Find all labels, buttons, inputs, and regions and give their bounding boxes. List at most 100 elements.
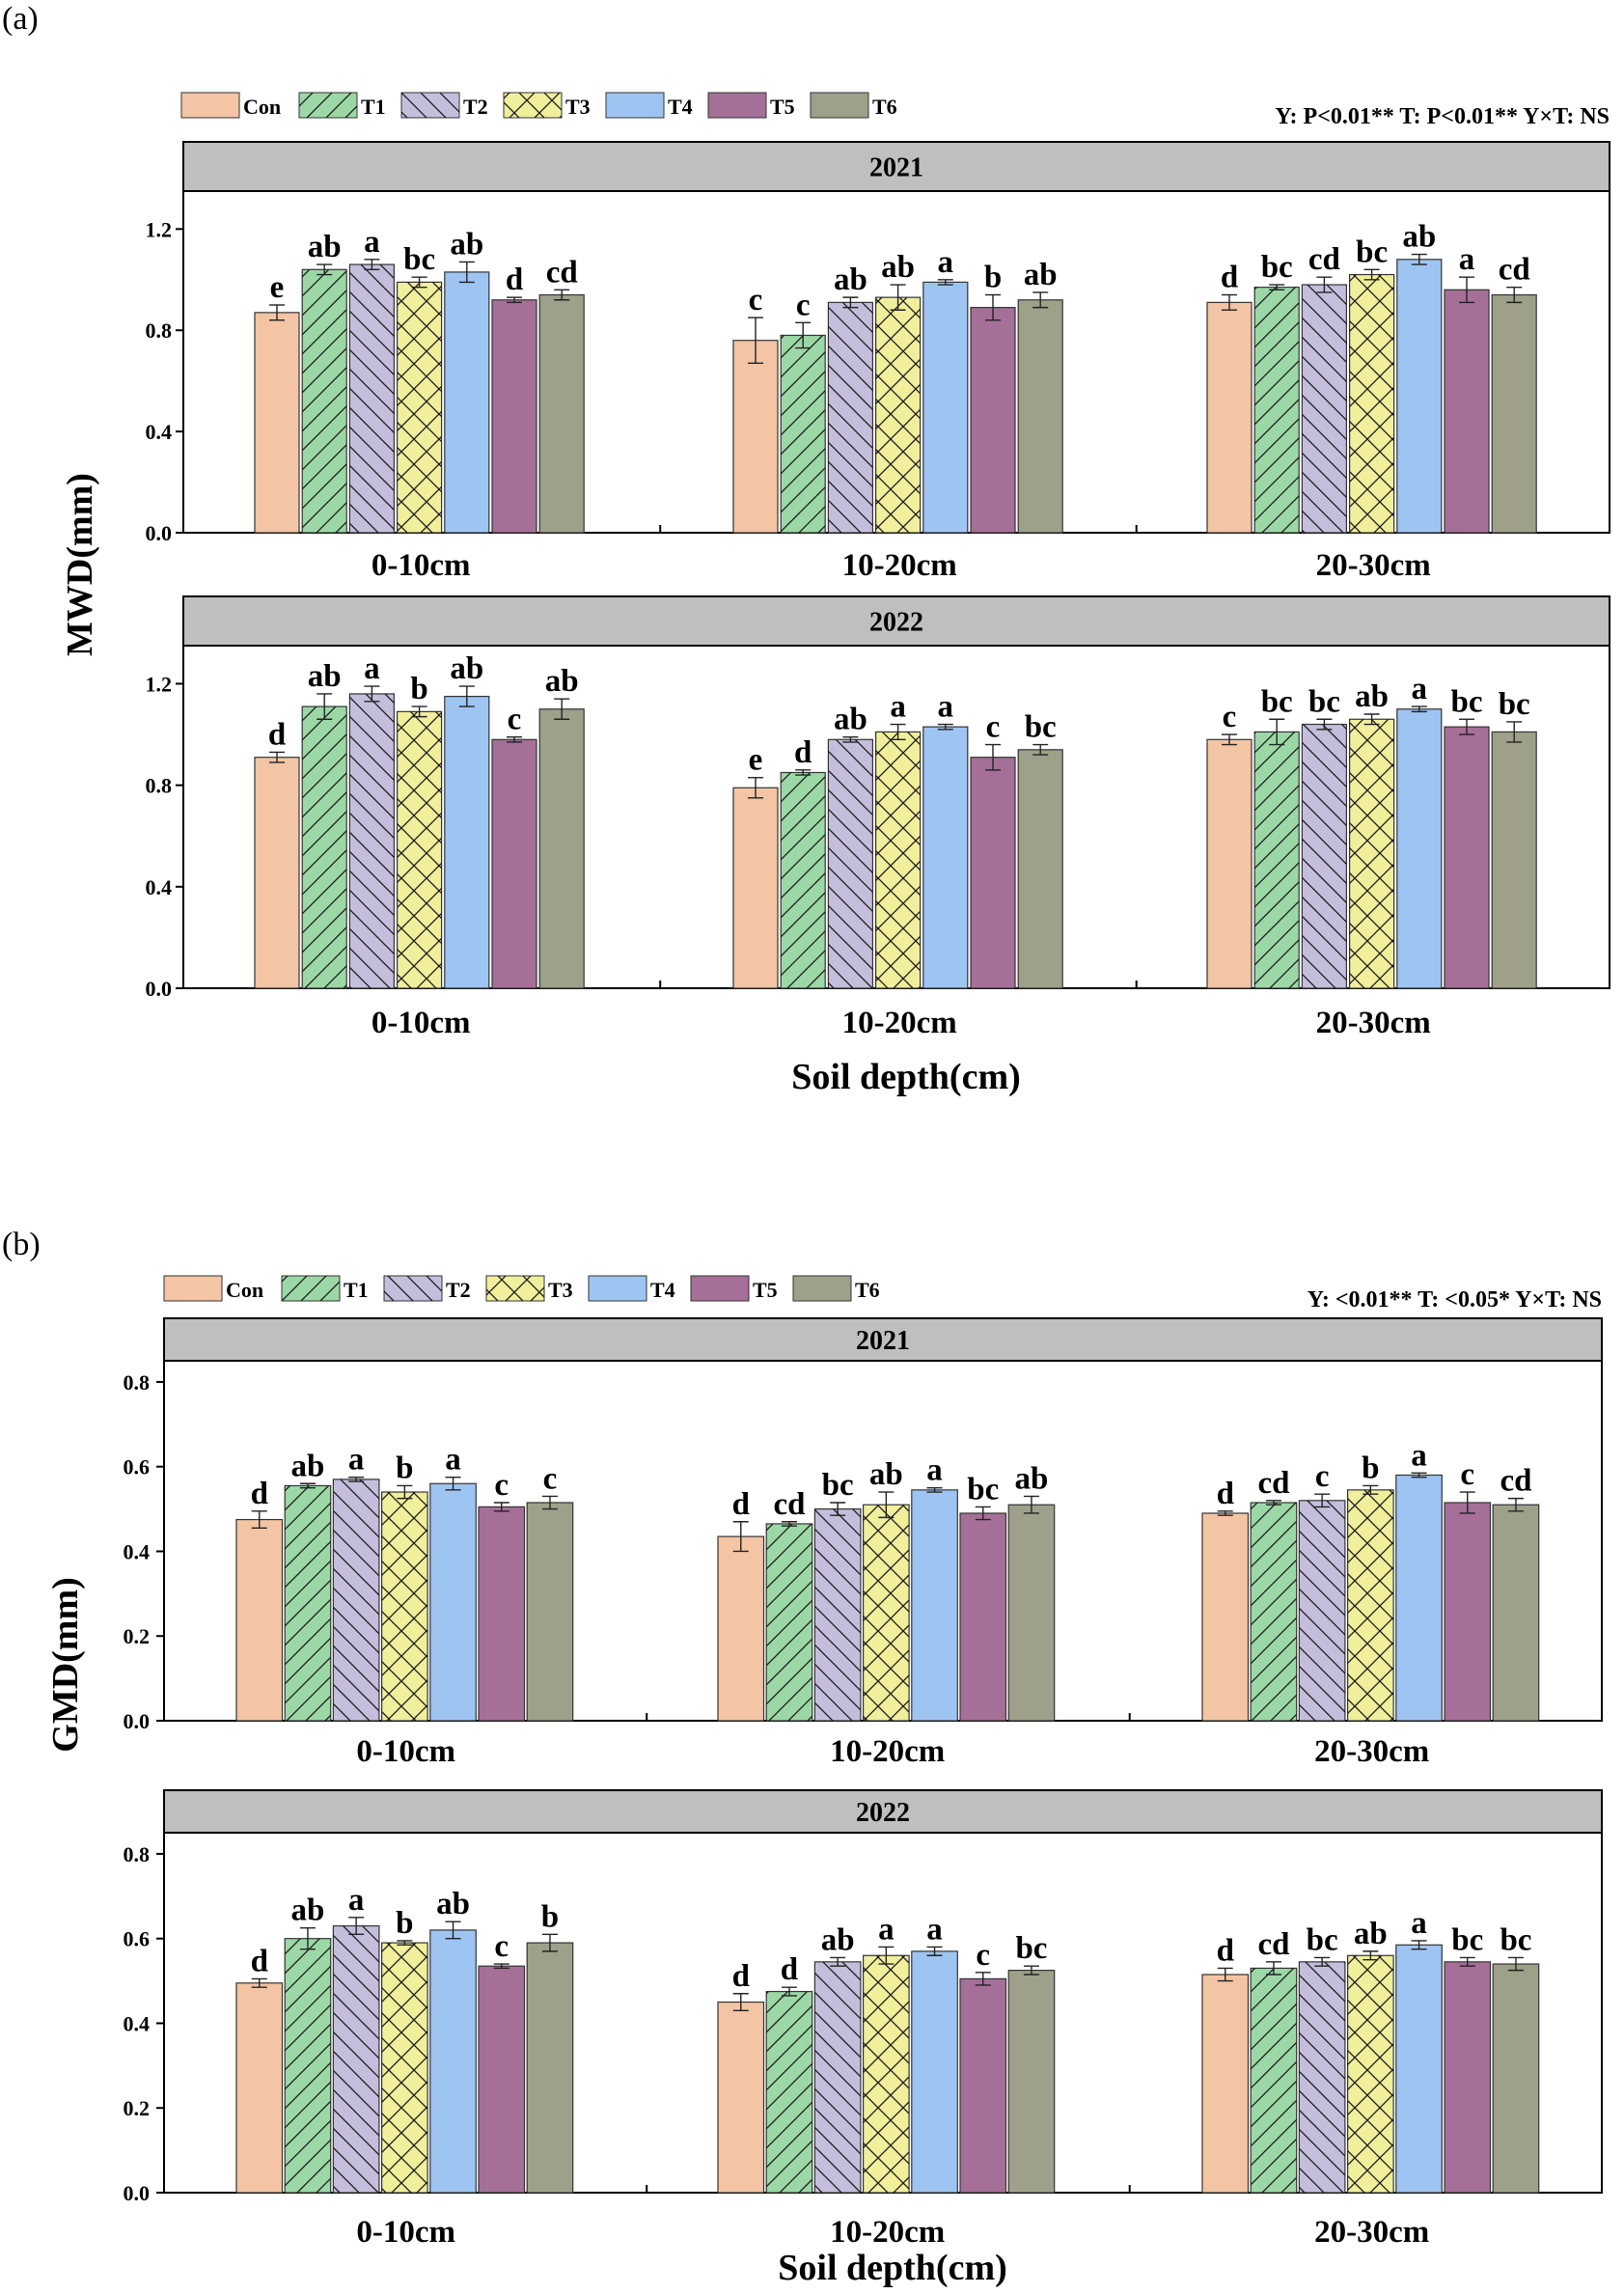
significance-letter: ab [436, 1887, 470, 1921]
legend-label: T6 [872, 95, 897, 119]
bar-hatch-t3 [1347, 1489, 1394, 1721]
significance-letter: c [986, 710, 1001, 745]
y-axis-title: MWD(mm) [60, 473, 100, 656]
legend-swatch [588, 1275, 647, 1302]
legend-swatch [792, 1275, 852, 1302]
bar-con [235, 1518, 284, 1722]
significance-letter: ab [834, 263, 867, 297]
bar-t6 [1017, 749, 1063, 989]
bar-group-20-30cm: d bc cd bc aba cd [1206, 220, 1537, 534]
legend-item-t6: T6 [792, 1275, 880, 1302]
legend-label: T5 [753, 1278, 778, 1302]
bar-con [254, 757, 300, 989]
significance-letter: ab [308, 230, 342, 264]
y-tick-label: 0.8 [146, 774, 173, 798]
significance-letter: c [494, 1929, 509, 1964]
significance-letter: a [1411, 1906, 1427, 1941]
x-axis-title: Soil depth(cm) [778, 2248, 1007, 2288]
bar-t6 [526, 1942, 574, 2194]
legend-label: T3 [565, 95, 591, 119]
bar-hatch-t3 [381, 1943, 428, 2193]
y-tick-label: 1.2 [146, 217, 173, 241]
significance-letter: ab [291, 1893, 325, 1928]
significance-letter: c [976, 1938, 990, 1973]
bar-hatch-t2 [814, 1508, 861, 1721]
significance-letter: ab [1355, 679, 1389, 714]
bar-con [1201, 1974, 1250, 2194]
x-category-label: 20-30cm [1314, 1734, 1429, 1769]
significance-letter: cd [546, 255, 578, 290]
legend-item-t1: T1 [298, 92, 386, 119]
significance-letter: d [251, 1477, 268, 1511]
bar-hatch-t3 [1349, 274, 1394, 533]
significance-letter: a [348, 1883, 365, 1918]
bar-t6 [538, 293, 585, 534]
significance-letter: b [541, 1899, 559, 1934]
x-category-label: 0-10cm [372, 1006, 471, 1040]
bar-con [254, 312, 300, 534]
significance-letter: ab [869, 1457, 903, 1492]
significance-letter: cd [1257, 1927, 1289, 1962]
legend-swatch [810, 92, 869, 119]
bar-t6 [1007, 1504, 1056, 1722]
bar-hatch-t1 [781, 772, 826, 988]
x-category-label: 20-30cm [1316, 1006, 1431, 1040]
legend-item-t3: T3 [503, 92, 591, 119]
legend-swatch-hatch [282, 1276, 340, 1301]
significance-letter: c [508, 703, 522, 737]
bar-hatch-t3 [1349, 719, 1394, 988]
y-tick-label: 0.0 [146, 977, 173, 1001]
bar-group-0-10cm: eab abc abd cd [254, 225, 585, 534]
significance-letter: d [251, 1944, 268, 1978]
significance-letter: ab [545, 664, 579, 699]
bar-t4 [1395, 1944, 1443, 2194]
bar-hatch-t1 [302, 706, 347, 988]
significance-letter: bc [967, 1472, 999, 1506]
panel-label: (a) [2, 1, 39, 37]
bar-t4 [922, 726, 969, 989]
bar-hatch-t2 [1299, 1961, 1345, 2193]
x-category-label: 0-10cm [356, 2215, 455, 2250]
significance-stats: Y: P<0.01** T: P<0.01** Y×T: NS [1275, 104, 1610, 129]
bar-con [732, 340, 779, 534]
significance-letter: ab [450, 227, 483, 262]
bar-t4 [429, 1482, 477, 1722]
legend-swatch-hatch [486, 1276, 544, 1301]
significance-letter: b [396, 1451, 413, 1485]
y-tick-label: 0.8 [124, 1842, 151, 1866]
bar-hatch-t2 [1302, 724, 1347, 988]
significance-letter: cd [1500, 1464, 1531, 1499]
significance-letter: a [364, 225, 380, 260]
legend-label: Con [243, 95, 281, 119]
significance-letter: ab [881, 250, 915, 285]
bar-group-10-20cm: e dab a ac bc [732, 690, 1063, 989]
bar-t6 [1491, 293, 1537, 534]
facet-year-label: 2022 [869, 608, 923, 638]
bar-t5 [970, 307, 1016, 534]
significance-letter: cd [1499, 253, 1530, 288]
significance-letter: a [1411, 1438, 1427, 1473]
bar-group-10-20cm: d dab a ac bc [717, 1912, 1056, 2194]
legend-swatch [163, 1275, 223, 1302]
bar-con [717, 2001, 765, 2194]
chart-panel-a: (a) Con T1 T2 T3 T4 T5 T6 Y: P<0.01** T: P<0.01*… [2, 1, 1610, 1097]
bar-t6 [1492, 1504, 1540, 1722]
bar-t5 [959, 1512, 1007, 1722]
significance-letter: bc [1261, 250, 1293, 285]
significance-letter: bc [1499, 687, 1530, 722]
y-tick-label: 0.2 [124, 1624, 151, 1648]
legend-label: T1 [344, 1278, 369, 1302]
bar-hatch-t2 [349, 264, 395, 533]
bar-hatch-t3 [875, 297, 921, 533]
bar-hatch-t2 [349, 693, 395, 988]
significance-letter: c [494, 1468, 509, 1503]
legend-swatch [707, 92, 767, 119]
bar-t5 [491, 738, 537, 989]
bar-t5 [1444, 726, 1490, 989]
bar-t6 [1017, 299, 1063, 534]
significance-letter: b [1362, 1451, 1379, 1485]
